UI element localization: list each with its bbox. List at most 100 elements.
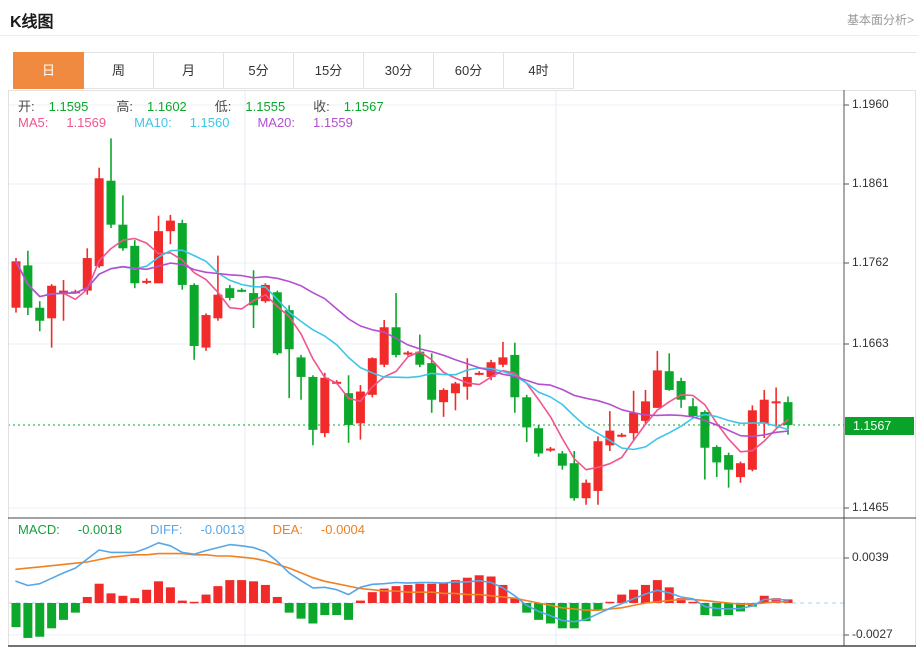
macd-bar: [474, 575, 484, 603]
candle-body: [165, 220, 175, 232]
candle-body: [308, 376, 318, 430]
macd-bar: [403, 584, 413, 603]
candle-body: [735, 463, 745, 478]
candle-body: [284, 310, 294, 350]
candle-body: [106, 180, 116, 225]
macd-bar: [510, 598, 520, 603]
candle-body: [47, 285, 57, 319]
candle-body: [249, 293, 259, 306]
tab-day[interactable]: 日: [13, 52, 84, 89]
candle-body: [593, 441, 603, 491]
candle-body: [130, 245, 140, 284]
candle-body: [545, 448, 555, 451]
candle-body: [771, 401, 781, 404]
candle-body: [759, 399, 769, 424]
macd-bar: [664, 587, 674, 603]
macd-bar: [462, 577, 472, 603]
tab-30min[interactable]: 30分: [364, 52, 434, 89]
candle-body: [486, 362, 496, 377]
kline-chart[interactable]: 开: 1.1595 高: 1.1602 低: 1.1555 收: 1.1567 MA5: 1.1…: [8, 90, 916, 647]
macd-bar: [82, 596, 92, 603]
candle-body: [355, 391, 365, 424]
macd-bar: [106, 593, 116, 603]
tab-week[interactable]: 周: [84, 52, 154, 89]
tab-month[interactable]: 月: [154, 52, 224, 89]
macd-bar: [308, 603, 318, 624]
macd-bar: [676, 598, 686, 603]
diff-line: [15, 541, 789, 623]
candle-body: [296, 357, 306, 377]
macd-bar: [320, 603, 330, 616]
dea-line: [15, 552, 789, 612]
macd-bar: [11, 603, 21, 628]
candle-body: [534, 428, 544, 454]
macd-bar: [59, 603, 69, 620]
tab-4hour[interactable]: 4时: [504, 52, 574, 89]
macd-bar: [177, 600, 187, 603]
candle-body: [522, 397, 532, 428]
macd-bar: [249, 581, 259, 603]
candle-body: [82, 258, 92, 291]
macd-bar: [284, 603, 294, 613]
macd-bar: [379, 588, 389, 603]
macd-bar: [545, 603, 555, 624]
macd-bar: [486, 576, 496, 603]
macd-bar: [415, 583, 425, 603]
candlestick-series: [11, 138, 793, 505]
candle-body: [664, 371, 674, 390]
candle-body: [94, 178, 104, 267]
candle-body: [391, 327, 401, 355]
macd-bar: [130, 598, 140, 603]
candle-body: [688, 406, 698, 417]
macd-bar: [367, 592, 377, 603]
candle-body: [403, 352, 413, 355]
candle-body: [177, 223, 187, 285]
macd-bar: [569, 603, 579, 629]
candle-body: [379, 327, 389, 365]
candle-body: [640, 401, 650, 421]
candle-body: [225, 288, 235, 298]
candle-body: [605, 430, 615, 446]
macd-bar: [94, 583, 104, 603]
fundamental-analysis-link[interactable]: 基本面分析>: [846, 13, 914, 27]
candle-body: [700, 411, 710, 448]
ma20-line: [15, 260, 789, 438]
macd-bar: [23, 603, 33, 638]
candle-body: [712, 446, 722, 463]
macd-bar: [450, 580, 460, 603]
macd-bar: [35, 603, 45, 637]
candle-body: [724, 455, 734, 470]
tab-15min[interactable]: 15分: [294, 52, 364, 89]
macd-bar: [154, 581, 164, 603]
candle-body: [59, 290, 69, 293]
candle-body: [118, 224, 128, 249]
ma5-line: [15, 237, 789, 471]
candle-body: [783, 402, 793, 425]
candle-body: [617, 434, 627, 437]
candle-body: [652, 370, 662, 408]
macd-bar: [735, 603, 745, 612]
period-tabbar: 日周月 5分 15分 30分 60分 4时: [13, 52, 574, 89]
macd-bar: [771, 598, 781, 603]
macd-bar: [165, 587, 175, 603]
candle-body: [450, 383, 460, 394]
tab-60min[interactable]: 60分: [434, 52, 504, 89]
macd-bar: [201, 594, 211, 603]
candle-body: [569, 463, 579, 499]
tab-5min[interactable]: 5分: [224, 52, 294, 89]
candle-body: [747, 410, 757, 470]
candle-body: [557, 453, 567, 466]
ma10-line: [15, 249, 789, 451]
macd-bar: [712, 603, 722, 617]
candle-body: [344, 393, 354, 425]
candle-body: [189, 284, 199, 346]
candle-body: [367, 358, 377, 395]
kline-chart-canvas[interactable]: [8, 90, 916, 647]
macd-bar: [344, 603, 354, 620]
macd-bar: [70, 603, 80, 613]
candle-body: [439, 389, 449, 403]
candle-body: [213, 294, 223, 319]
macd-histogram: [11, 575, 793, 638]
macd-bar: [332, 603, 342, 616]
